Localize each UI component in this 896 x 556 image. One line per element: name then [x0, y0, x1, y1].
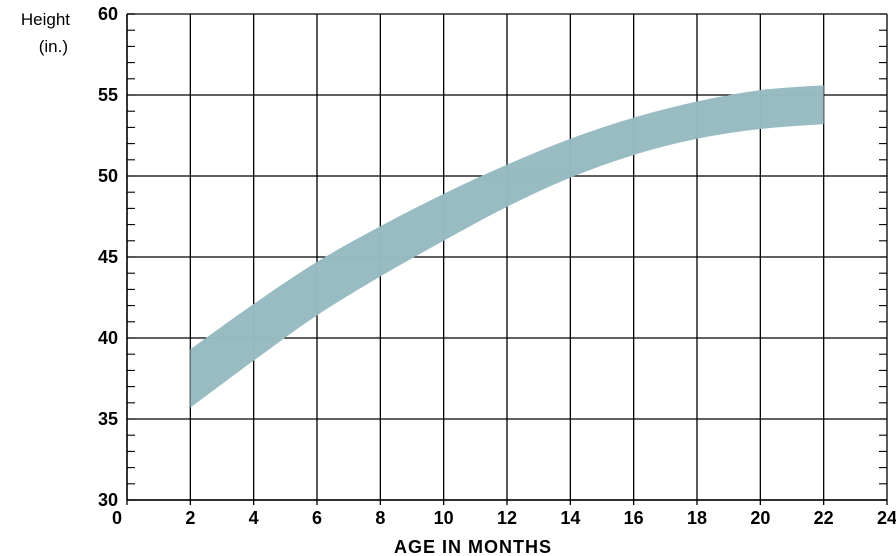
- x-tick-label: 18: [687, 508, 707, 528]
- y-tick-label: 60: [98, 4, 118, 24]
- height-range-band: [190, 85, 824, 408]
- y-tick-label: 35: [98, 409, 118, 429]
- x-tick-label: 22: [814, 508, 834, 528]
- axes: [126, 13, 888, 505]
- x-axis-label: AGE IN MONTHS: [394, 537, 552, 556]
- x-tick-label: 20: [750, 508, 770, 528]
- band-layer: [190, 85, 824, 408]
- x-tick-label: 6: [312, 508, 322, 528]
- x-tick-label: 16: [624, 508, 644, 528]
- x-tick-label: 14: [560, 508, 580, 528]
- x-tick-label: 8: [375, 508, 385, 528]
- y-tick-label: 30: [98, 490, 118, 510]
- grid: [127, 13, 888, 501]
- x-tick-label: 10: [434, 508, 454, 528]
- x-tick-label: 12: [497, 508, 517, 528]
- y-tick-label: 40: [98, 328, 118, 348]
- x-tick-label: 2: [185, 508, 195, 528]
- y-axis-label-line-1: Height: [21, 10, 70, 29]
- y-tick-label: 50: [98, 166, 118, 186]
- y-tick-label: 45: [98, 247, 118, 267]
- x-tick-label: 24: [877, 508, 896, 528]
- y-tick-label: 55: [98, 85, 118, 105]
- x-tick-label: 4: [249, 508, 259, 528]
- y-axis-label-line-2: (in.): [39, 37, 68, 56]
- x-tick-label: 0: [112, 508, 122, 528]
